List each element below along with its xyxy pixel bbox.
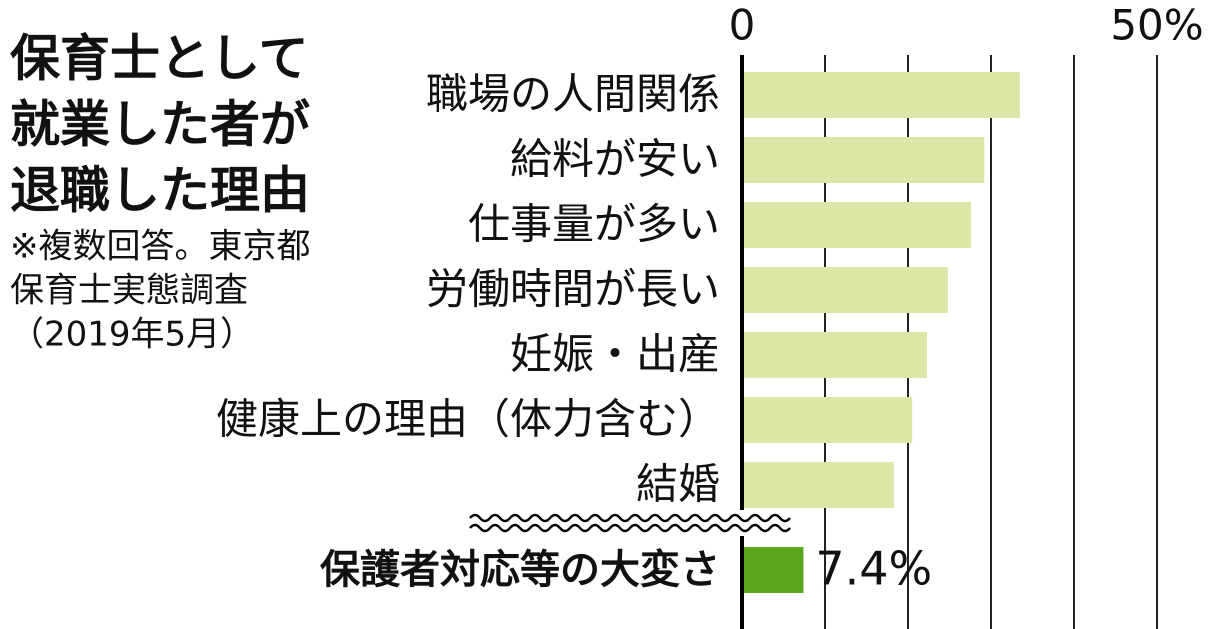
y-tick-label: 健康上の理由（体力含む） xyxy=(216,395,720,444)
chart-title: 保育士として xyxy=(10,30,309,88)
value-label: 7.4% xyxy=(815,542,932,596)
bar xyxy=(742,547,804,593)
bar xyxy=(742,202,972,248)
bar xyxy=(742,267,948,313)
y-tick-label: 給料が安い xyxy=(510,135,720,184)
bar xyxy=(742,137,985,183)
break-gap xyxy=(465,510,795,536)
y-tick-label: 妊娠・出産 xyxy=(510,330,720,379)
y-tick-label: 労働時間が長い xyxy=(426,265,720,314)
y-tick-label: 結婚 xyxy=(636,460,720,509)
bar xyxy=(742,332,928,378)
chart-note: 保育士実態調査 xyxy=(10,271,248,311)
bar xyxy=(742,462,894,508)
axis-break xyxy=(469,513,791,533)
chart-note: （2019年5月） xyxy=(10,315,254,355)
chart-title: 退職した理由 xyxy=(10,162,310,220)
y-tick-label: 仕事量が多い xyxy=(468,200,720,249)
bar xyxy=(742,397,913,443)
x-tick-label: 50% xyxy=(1110,1,1203,50)
bar xyxy=(742,72,1021,118)
y-tick-label: 職場の人間関係 xyxy=(426,70,720,119)
chart-note: ※複数回答。東京都 xyxy=(10,227,311,267)
chart-title: 就業した者が xyxy=(10,96,310,154)
y-tick-label: 保護者対応等の大変さ xyxy=(320,547,720,593)
x-tick-label: 0 xyxy=(729,1,756,50)
